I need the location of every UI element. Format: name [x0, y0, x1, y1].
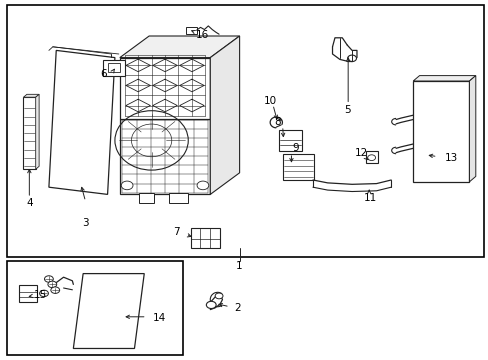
- Circle shape: [367, 155, 375, 161]
- Polygon shape: [73, 274, 144, 348]
- Bar: [102, 60, 124, 76]
- Text: 13: 13: [444, 153, 457, 163]
- Text: 16: 16: [195, 30, 208, 40]
- Text: 15: 15: [34, 290, 47, 300]
- Bar: [19, 285, 37, 302]
- Bar: [412, 81, 468, 182]
- Bar: [23, 97, 36, 169]
- Text: 5: 5: [343, 105, 350, 115]
- Bar: [139, 193, 154, 203]
- Polygon shape: [412, 76, 475, 81]
- Polygon shape: [468, 76, 475, 182]
- Polygon shape: [36, 94, 39, 169]
- Text: 2: 2: [234, 303, 241, 313]
- Circle shape: [48, 281, 57, 288]
- Bar: [168, 193, 188, 203]
- Circle shape: [206, 301, 216, 309]
- Polygon shape: [23, 94, 39, 97]
- Bar: [120, 58, 210, 119]
- Text: 1: 1: [236, 261, 243, 271]
- Circle shape: [40, 290, 48, 297]
- Circle shape: [44, 276, 53, 282]
- Bar: [282, 154, 314, 180]
- Polygon shape: [210, 36, 239, 194]
- Bar: [365, 151, 377, 163]
- Polygon shape: [49, 50, 115, 194]
- Circle shape: [197, 181, 208, 190]
- Text: 8: 8: [274, 117, 281, 127]
- Text: 7: 7: [173, 227, 180, 237]
- Polygon shape: [120, 36, 239, 58]
- Bar: [190, 228, 220, 248]
- Text: 3: 3: [82, 218, 89, 228]
- Bar: [185, 27, 196, 34]
- Text: 11: 11: [363, 193, 377, 203]
- Bar: [107, 63, 120, 72]
- Circle shape: [121, 181, 133, 190]
- Bar: [7, 261, 183, 355]
- Text: 12: 12: [354, 148, 368, 158]
- Text: 14: 14: [152, 312, 165, 323]
- Text: 6: 6: [100, 69, 106, 79]
- Circle shape: [51, 287, 60, 293]
- Text: 4: 4: [26, 198, 33, 208]
- Bar: [7, 5, 483, 257]
- Text: 10: 10: [264, 96, 276, 106]
- Bar: [278, 130, 302, 151]
- Circle shape: [215, 293, 223, 299]
- Text: 9: 9: [292, 143, 299, 153]
- Bar: [120, 119, 210, 194]
